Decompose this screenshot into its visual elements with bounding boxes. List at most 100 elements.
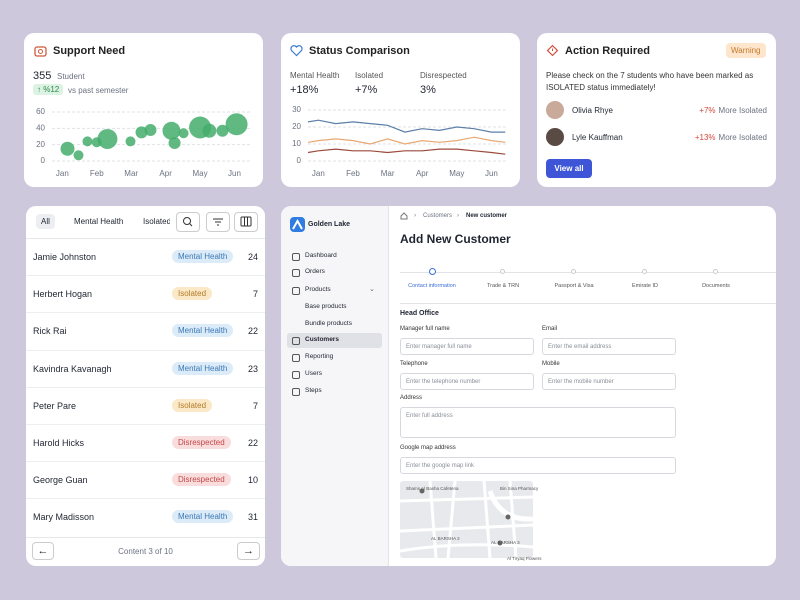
nav-item[interactable]: Reporting	[305, 353, 334, 360]
input[interactable]: Enter the email address	[542, 338, 676, 355]
avatar	[546, 128, 564, 146]
y-tick-label: 20	[36, 140, 45, 149]
tab[interactable]: Isolated	[143, 217, 172, 226]
customer-card: Golden Lake › Customers › New customer A…	[281, 206, 776, 566]
search-button[interactable]	[176, 212, 200, 232]
map-label: AL BARSHA 2	[431, 536, 460, 541]
student-name: Herbert Hogan	[33, 289, 93, 300]
students-card: Content 3 of 10 All Mental Health Isolated…	[26, 206, 265, 566]
student-name: Peter Pare	[33, 400, 77, 411]
card-title: Support Need	[53, 45, 126, 57]
count: 22	[247, 438, 258, 448]
x-tick-label: Jun	[485, 169, 498, 178]
input[interactable]: Enter the telephone number	[400, 373, 534, 390]
status: More Isolated	[718, 106, 767, 115]
divider	[26, 461, 265, 463]
step-label: Emirate ID	[632, 283, 658, 289]
nav-item[interactable]: Bundle products	[305, 320, 352, 327]
bubble	[144, 123, 157, 136]
divider	[26, 386, 265, 388]
y-tick-label: 0	[297, 156, 302, 165]
status-chart: 0 10 20 30 Jan Feb Mar Apr May Jun	[292, 105, 507, 178]
step-label: Documents	[702, 283, 730, 289]
tab[interactable]: Mental Health	[74, 217, 124, 226]
message: Please check on the 7 students who have …	[546, 71, 754, 92]
bubble	[202, 123, 217, 138]
count: 24	[247, 252, 258, 262]
icon	[546, 44, 559, 57]
icon	[34, 46, 47, 57]
input[interactable]: Enter the google map link	[400, 457, 676, 474]
series-line	[307, 148, 506, 155]
stat-value: +18%	[290, 84, 319, 96]
x-tick-label: Jan	[56, 169, 69, 178]
map-label: Al Tiryaq Flowers	[507, 556, 542, 561]
tag: Disrespected	[172, 436, 231, 449]
columns-button[interactable]	[234, 212, 258, 232]
step-dot	[571, 269, 576, 274]
x-tick-label: Jun	[228, 169, 241, 178]
nav-icon	[292, 269, 300, 277]
input[interactable]: Enter manager full name	[400, 338, 534, 355]
x-tick-label: Apr	[159, 169, 172, 178]
count: 7	[252, 289, 258, 300]
card-title: Status Comparison	[309, 45, 410, 57]
divider	[26, 537, 265, 538]
step-dot	[642, 269, 647, 274]
nav-icon	[292, 287, 300, 295]
divider	[26, 238, 265, 239]
bubble	[225, 113, 248, 136]
divider	[400, 303, 776, 304]
change: +7%	[699, 106, 716, 115]
bubble	[125, 136, 136, 147]
prev-button[interactable]: ←	[32, 542, 54, 560]
map-label: AL BARSHA 3	[491, 540, 520, 545]
icon	[240, 216, 252, 227]
bubble	[97, 128, 118, 149]
tag: Mental Health	[172, 250, 234, 263]
count: 10	[247, 475, 258, 486]
view-all-button[interactable]: View all	[546, 159, 592, 178]
change: +13%	[694, 133, 716, 142]
breadcrumb: Customers	[423, 213, 453, 219]
tab[interactable]: All	[36, 214, 55, 229]
y-tick-label: 30	[292, 105, 301, 114]
action-card: Action Required Warning Please check on …	[537, 33, 776, 187]
brand: Golden Lake	[308, 221, 351, 228]
step-dot	[500, 269, 505, 274]
nav-item[interactable]: Steps	[305, 387, 322, 394]
map	[400, 481, 533, 558]
input[interactable]: Enter full address	[400, 407, 676, 438]
next-button[interactable]: →	[237, 542, 260, 560]
nav-icon	[292, 371, 300, 379]
filter-button[interactable]	[206, 212, 230, 232]
person-name: Olivia Rhye	[572, 106, 613, 115]
bubble	[168, 137, 181, 150]
warning-badge: Warning	[726, 43, 766, 58]
step-label: Contact information	[408, 283, 456, 289]
nav-item[interactable]: Base products	[305, 303, 347, 310]
nav-item[interactable]: Dashboard	[305, 252, 337, 259]
logo	[290, 217, 305, 232]
nav-item[interactable]: Orders	[305, 268, 325, 275]
field-label: Manager full name	[400, 326, 450, 332]
student-name: Kavindra Kavanagh	[33, 363, 112, 374]
card-title: Action Required	[565, 45, 650, 57]
step-dot	[429, 268, 436, 275]
stepper-line	[400, 272, 776, 273]
input[interactable]: Enter the mobile number	[542, 373, 676, 390]
x-tick-label: Mar	[124, 169, 138, 178]
count: 22	[247, 326, 258, 337]
stat-value: +7%	[355, 84, 378, 96]
nav-icon	[292, 388, 300, 396]
nav-item[interactable]: Customers	[305, 336, 339, 343]
nav-item[interactable]: Products	[305, 286, 331, 293]
tag: Mental Health	[172, 361, 234, 375]
nav-item[interactable]: Users	[305, 370, 322, 377]
support-chart: 0 20 40 60 Jan Feb Mar Apr May Jun	[36, 107, 250, 178]
field-label: Mobile	[542, 361, 560, 367]
y-tick-label: 0	[41, 156, 46, 165]
nav-highlight	[287, 333, 382, 348]
y-tick-label: 20	[292, 122, 301, 131]
